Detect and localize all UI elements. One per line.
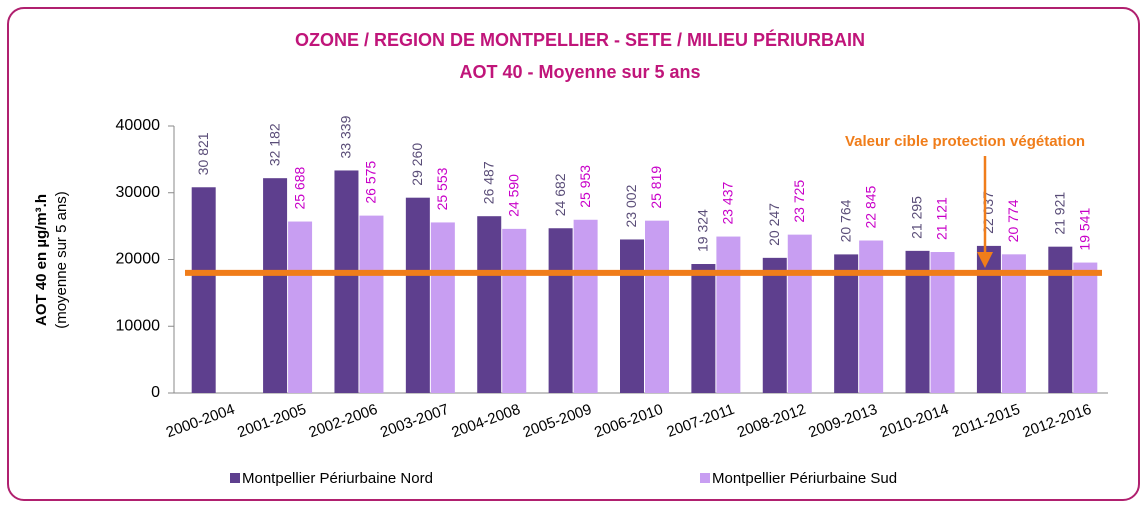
bar xyxy=(334,170,359,393)
value-label: 23 725 xyxy=(791,180,807,223)
value-label: 33 339 xyxy=(338,115,354,158)
value-label: 25 953 xyxy=(577,165,593,208)
y-tick-label: 0 xyxy=(151,384,160,401)
value-label: 19 541 xyxy=(1077,208,1093,251)
bar xyxy=(288,221,313,393)
value-label: 30 821 xyxy=(195,132,211,175)
legend-swatch xyxy=(230,473,240,483)
bar xyxy=(502,228,527,393)
legend-swatch xyxy=(700,473,710,483)
value-label: 25 819 xyxy=(648,166,664,209)
arrow-head xyxy=(977,252,993,268)
bar xyxy=(859,240,884,393)
legend-label: Montpellier Périurbaine Sud xyxy=(712,470,897,487)
chart-title: OZONE / REGION DE MONTPELLIER - SETE / M… xyxy=(295,29,865,50)
bar xyxy=(716,236,741,393)
value-label: 29 260 xyxy=(409,143,425,186)
value-label: 32 182 xyxy=(266,123,282,166)
value-label: 21 295 xyxy=(909,196,925,239)
bar xyxy=(191,187,216,393)
bar xyxy=(787,234,812,393)
value-label: 22 037 xyxy=(980,191,996,234)
bar xyxy=(1073,262,1098,393)
y-axis-label-sub: (moyenne sur 5 ans) xyxy=(53,191,70,329)
bar xyxy=(405,197,430,393)
y-tick-label: 40000 xyxy=(116,117,161,134)
value-label: 20 247 xyxy=(766,203,782,246)
value-label: 26 575 xyxy=(363,161,379,204)
value-label: 25 688 xyxy=(291,166,307,209)
bar xyxy=(762,257,787,393)
bar xyxy=(430,222,455,393)
y-tick-label: 20000 xyxy=(116,251,161,268)
value-label: 23 002 xyxy=(623,184,639,227)
bar xyxy=(834,254,859,393)
bar xyxy=(691,264,716,393)
value-label: 24 682 xyxy=(552,173,568,216)
value-label: 26 487 xyxy=(480,161,496,204)
bar xyxy=(477,216,502,393)
value-label: 21 921 xyxy=(1052,192,1068,235)
value-label: 22 845 xyxy=(862,185,878,228)
bar xyxy=(263,178,288,393)
bar xyxy=(645,220,669,393)
chart-subtitle: AOT 40 - Moyenne sur 5 ans xyxy=(459,62,700,82)
value-label: 25 553 xyxy=(434,167,450,210)
y-axis-label: AOT 40 en µg/m³.h xyxy=(33,194,50,326)
bar xyxy=(620,239,644,393)
bar xyxy=(976,245,1001,393)
legend-label: Montpellier Périurbaine Nord xyxy=(242,470,433,487)
y-tick-label: 10000 xyxy=(116,317,161,334)
value-label: 21 121 xyxy=(934,197,950,240)
bar xyxy=(573,219,598,393)
bar xyxy=(359,215,384,393)
value-label: 20 764 xyxy=(837,199,853,242)
value-label: 23 437 xyxy=(720,182,736,225)
value-label: 19 324 xyxy=(695,209,711,252)
y-tick-label: 30000 xyxy=(116,184,161,201)
value-label: 20 774 xyxy=(1005,199,1021,242)
bar xyxy=(548,228,573,393)
value-label: 24 590 xyxy=(505,174,521,217)
annotation: Valeur cible protection végétation xyxy=(845,133,1085,150)
bar xyxy=(1001,254,1026,393)
bar xyxy=(1048,246,1073,393)
